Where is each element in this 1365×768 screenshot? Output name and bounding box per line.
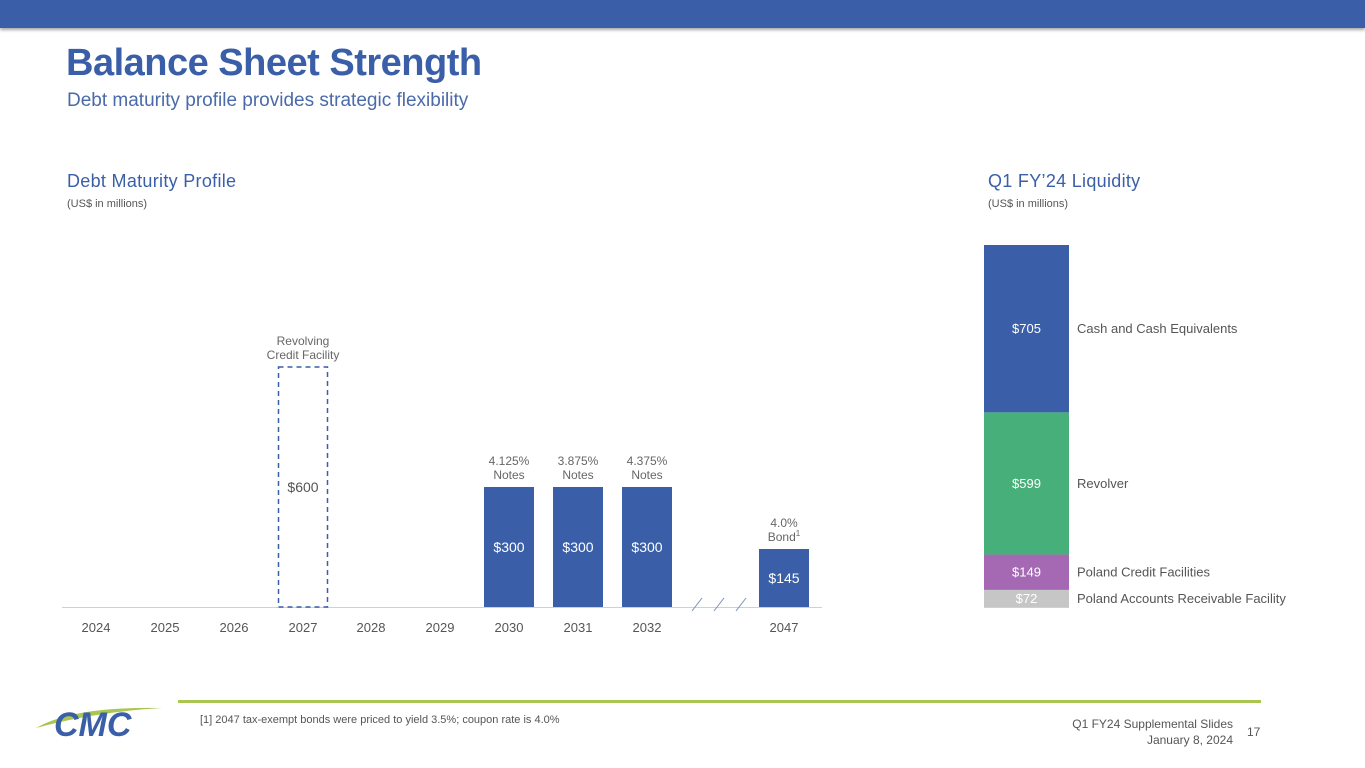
- liquidity-chart-units: (US$ in millions): [988, 198, 1069, 210]
- footnote-marker: 1: [796, 529, 801, 538]
- deck-date: January 8, 2024: [1146, 733, 1233, 747]
- bar-value-label: $300: [493, 539, 524, 555]
- bar-annotation: Notes: [562, 468, 593, 482]
- x-tick-label: 2028: [357, 620, 386, 635]
- bar-annotation: Notes: [493, 468, 524, 482]
- axis-break-mark: [691, 597, 703, 612]
- top-banner: [0, 0, 1365, 28]
- bar-value-label: $300: [562, 539, 593, 555]
- x-tick-label: 2030: [495, 620, 524, 635]
- segment-name-label: Cash and Cash Equivalents: [1077, 321, 1238, 336]
- x-tick-label: 2029: [426, 620, 455, 635]
- axis-break-mark: [713, 597, 725, 612]
- footer-info: Q1 FY24 Supplemental Slides January 8, 2…: [1072, 716, 1233, 748]
- segment-value-label: $599: [1012, 476, 1041, 491]
- bar-annotation: 3.875%: [558, 454, 599, 468]
- debt-chart-title: Debt Maturity Profile: [67, 171, 237, 191]
- liquidity-chart: $72 Poland Accounts Receivable Facility $1…: [984, 245, 1286, 608]
- x-tick-label: 2025: [151, 620, 180, 635]
- x-tick-label: 2024: [82, 620, 111, 635]
- bar-annotation: Notes: [631, 468, 662, 482]
- x-tick-label: 2027: [289, 620, 318, 635]
- liquidity-chart-title: Q1 FY’24 Liquidity: [988, 171, 1141, 191]
- bar-value-label: $300: [631, 539, 662, 555]
- bar-value-label: $600: [287, 479, 318, 495]
- page-number: 17: [1247, 725, 1261, 739]
- bar-2047: [759, 549, 809, 607]
- bar-annotation: 4.0%: [770, 516, 798, 530]
- deck-name: Q1 FY24 Supplemental Slides: [1072, 717, 1233, 731]
- bar-annotation: 4.375%: [627, 454, 668, 468]
- bar-annotation: Credit Facility: [267, 348, 340, 362]
- footer-divider: [178, 700, 1261, 703]
- debt-maturity-chart: 2024 2025 2026 2027 $600 2028 2029 2030 $300 2031…: [62, 334, 822, 635]
- bar-2031: [553, 487, 603, 607]
- segment-value-label: $72: [1016, 591, 1038, 606]
- x-tick-label: 2026: [220, 620, 249, 635]
- x-tick-label: 2031: [564, 620, 593, 635]
- debt-chart-units: (US$ in millions): [67, 198, 148, 210]
- bar-annotation: Bond1: [768, 529, 801, 544]
- bar-value-label: $145: [768, 570, 799, 586]
- stack-segment: [984, 412, 1069, 555]
- page-subtitle: Debt maturity profile provides strategic…: [67, 90, 469, 111]
- segment-name-label: Revolver: [1077, 476, 1129, 491]
- bar-annotation: Revolving: [277, 334, 330, 348]
- axis-break-mark: [735, 597, 747, 612]
- x-tick-label: 2032: [633, 620, 662, 635]
- segment-name-label: Poland Credit Facilities: [1077, 565, 1210, 580]
- logo-text: CMC: [54, 706, 132, 742]
- segment-value-label: $705: [1012, 321, 1041, 336]
- cmc-logo: CMC: [34, 698, 164, 747]
- bar-2030: [484, 487, 534, 607]
- segment-name-label: Poland Accounts Receivable Facility: [1077, 591, 1286, 606]
- stack-segment: [984, 245, 1069, 413]
- segment-value-label: $149: [1012, 565, 1041, 580]
- x-tick-label: 2047: [770, 620, 799, 635]
- page-title: Balance Sheet Strength: [66, 42, 482, 84]
- stack-segment: [984, 589, 1069, 607]
- footnote: [1] 2047 tax-exempt bonds were priced to…: [200, 714, 560, 726]
- bar-annotation: 4.125%: [489, 454, 530, 468]
- bar-2032: [622, 487, 672, 607]
- stack-segment: [984, 554, 1069, 590]
